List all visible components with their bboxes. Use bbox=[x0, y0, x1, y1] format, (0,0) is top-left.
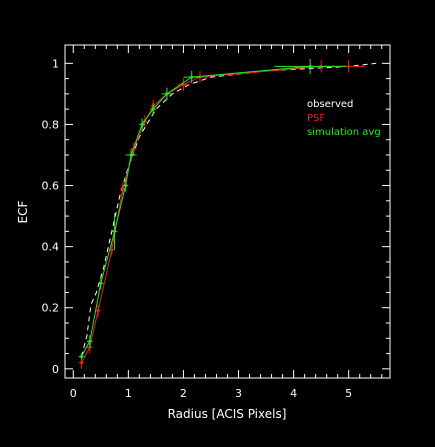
series-simulation-avg-point bbox=[113, 229, 117, 233]
x-tick-label: 0 bbox=[70, 387, 77, 400]
y-tick-label: 0.8 bbox=[42, 118, 60, 131]
tick-labels: 0 1 2 3 4 5 0 0.2 0.4 0.6 0.8 1 bbox=[42, 57, 353, 400]
legend-observed: observed bbox=[307, 99, 353, 110]
legend-psf: PSF bbox=[307, 113, 325, 124]
x-tick-label: 1 bbox=[125, 387, 132, 400]
series-observed-line bbox=[81, 62, 377, 357]
series-psf-point bbox=[110, 248, 114, 252]
series-psf-point bbox=[80, 361, 84, 365]
y-tick-label: 1 bbox=[52, 57, 59, 70]
y-tick-label: 0.6 bbox=[42, 180, 60, 193]
x-axis-label: Radius [ACIS Pixels] bbox=[168, 407, 287, 421]
series-simulation-avg-point bbox=[99, 281, 103, 285]
y-axis-label: ECF bbox=[16, 200, 30, 223]
series-simulation-avg-point bbox=[124, 184, 128, 188]
y-tick-label: 0 bbox=[52, 363, 59, 376]
x-tick-label: 5 bbox=[345, 387, 352, 400]
series-layer bbox=[78, 58, 377, 369]
y-tick-label: 0.4 bbox=[42, 241, 60, 254]
series-psf-point bbox=[347, 64, 351, 68]
series-simulation-avg-point bbox=[80, 355, 84, 359]
series-psf-point bbox=[181, 83, 185, 87]
series-simulation-avg-point bbox=[129, 153, 133, 157]
series-simulation-avg-point bbox=[88, 339, 92, 343]
x-tick-label: 2 bbox=[180, 387, 187, 400]
series-psf-point bbox=[96, 309, 100, 313]
x-tick-label: 4 bbox=[290, 387, 297, 400]
axis-ticks bbox=[65, 45, 390, 378]
x-tick-label: 3 bbox=[235, 387, 242, 400]
series-simulation-avg-point bbox=[140, 122, 144, 126]
series-simulation-avg-point bbox=[308, 64, 312, 68]
series-simulation-avg-point bbox=[190, 75, 194, 79]
series-simulation-avg-point bbox=[151, 107, 155, 111]
legend: observed PSF simulation avg bbox=[307, 99, 381, 138]
series-simulation-avg-point bbox=[165, 92, 169, 96]
series-psf-point bbox=[121, 187, 125, 191]
legend-simulation-avg: simulation avg bbox=[307, 127, 381, 138]
y-tick-label: 0.2 bbox=[42, 302, 60, 315]
